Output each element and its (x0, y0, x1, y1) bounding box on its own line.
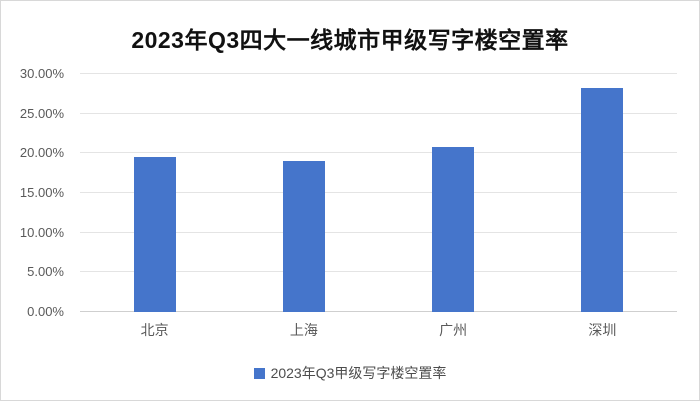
y-tick-label: 10.00% (19, 224, 64, 240)
chart-title: 2023年Q3四大一线城市甲级写字楼空置率 (131, 27, 569, 53)
y-tick-label: 25.00% (19, 105, 64, 121)
gridline (80, 152, 677, 154)
x-axis-line (80, 311, 677, 312)
gridline (80, 192, 677, 193)
bar-column-2 (229, 74, 378, 312)
x-tick-label: 上海 (289, 322, 318, 338)
bar-column-4 (528, 74, 677, 312)
y-tick-label: 20.00% (19, 145, 64, 161)
gridline (80, 73, 677, 74)
y-tick-label: 5.00% (27, 264, 64, 280)
x-tick-label: 深圳 (588, 322, 617, 338)
bar-series (80, 74, 677, 312)
bar-column-3 (379, 74, 528, 312)
bar-1 (133, 157, 176, 312)
bar-column-1 (80, 74, 229, 312)
x-tick-label: 北京 (140, 322, 169, 338)
legend: 2023年Q3甲级写字楼空置率 (1, 363, 699, 383)
y-tick-label: 0.00% (27, 304, 64, 319)
y-tick-label: 30.00% (19, 66, 64, 81)
x-tick-label: 广州 (439, 322, 468, 338)
gridline (80, 231, 677, 233)
bar-4 (581, 87, 624, 312)
x-axis-labels: 北京 上海 广州 深圳 (80, 320, 677, 340)
legend-swatch-icon (253, 367, 265, 379)
plot-area (80, 73, 677, 312)
bar-3 (432, 147, 475, 312)
y-axis-labels: 0.00% 5.00% 10.00% 15.00% 20.00% 25.00% 30.00% (1, 66, 64, 319)
gridline (80, 271, 677, 273)
y-tick-label: 15.00% (19, 185, 64, 200)
bar-2 (282, 161, 325, 312)
legend-label: 2023年Q3甲级写字楼空置率 (270, 365, 447, 381)
gridline (80, 112, 677, 114)
